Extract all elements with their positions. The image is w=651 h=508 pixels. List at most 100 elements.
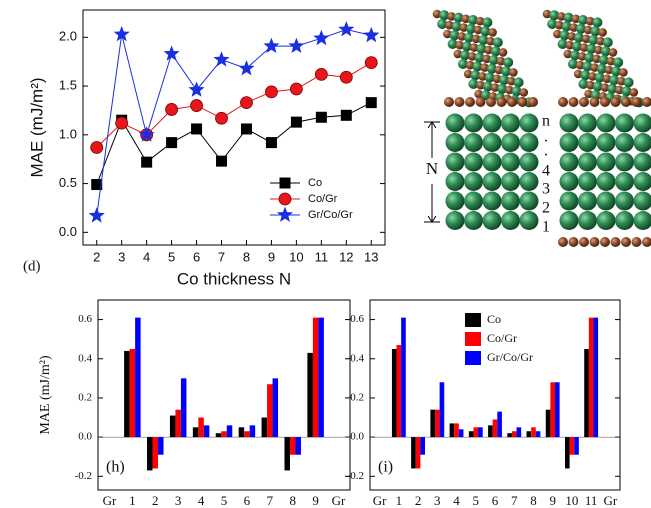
x-tick-label: 8 [289,493,296,508]
bar [262,418,267,438]
x-tick-label: 3 [118,249,125,264]
atom [446,192,465,211]
marker-circle [340,71,352,83]
atom [615,153,634,172]
legend-label: Gr/Co/Gr [487,350,533,364]
atom [455,97,465,107]
marker-circle [365,57,377,69]
atom [560,133,579,152]
x-tick-label: Gr [332,493,346,508]
marker-star [89,207,105,222]
y-tick-label: 0.2 [350,391,364,403]
x-tick-label: 3 [434,493,441,508]
atom [597,153,616,172]
legend-label: Co/Gr [487,331,517,345]
legend-label: Co/Gr [308,193,338,205]
y-tick-label: 0.5 [59,175,77,190]
atom [444,97,454,107]
marker-circle [166,103,178,115]
marker-square [216,156,227,167]
marker-star [313,30,329,45]
marker-square [191,123,202,134]
bar [284,437,289,470]
series-line [97,63,372,148]
bar [227,425,232,437]
bar [153,437,158,468]
x-tick-label: 11 [315,249,329,264]
bar [193,427,198,437]
bar [204,425,209,437]
atom [642,97,651,107]
bar [181,378,186,437]
x-tick-label: 3 [175,493,182,508]
atom [598,28,607,37]
x-tick-label: 10 [289,249,303,264]
legend-label: Co [308,177,322,189]
x-tick-label: 11 [585,493,598,508]
y-tick-label: 0.6 [78,313,92,325]
y-axis-label: MAE (mJ/m²) [27,77,46,177]
atom [518,97,528,107]
y-tick-label: 1.0 [59,126,77,141]
bar [469,431,474,437]
atom [558,97,568,107]
atom [560,153,579,172]
atom [520,133,539,152]
atom [483,172,502,191]
bar [267,384,272,437]
atom [578,153,597,172]
marker-square [366,97,377,108]
atom [501,133,520,152]
marker-star [238,60,254,75]
atom [597,211,616,230]
atom [464,153,483,172]
atom [634,211,651,230]
series-line [97,103,372,185]
atom [483,211,502,230]
bar [307,353,312,437]
x-tick-label: 2 [152,493,159,508]
atom [486,97,496,107]
plot-frame [370,300,620,490]
layer-label: n [542,113,550,130]
atom [624,77,634,87]
atom [560,211,579,230]
atom [611,237,621,247]
atom [446,114,465,133]
atom [621,237,631,247]
layer-label: 1 [542,219,550,236]
atom [501,153,520,172]
atom [609,48,618,57]
atom [603,37,613,47]
y-tick-label: 1.5 [59,77,77,92]
atom [476,97,486,107]
panel-label: (h) [106,459,125,476]
bar [512,431,517,437]
y-tick-label: 0.6 [350,313,364,325]
atom [619,68,628,77]
bar [473,427,478,437]
bar [147,437,152,470]
bar [555,382,560,437]
thickness-label: N [426,159,438,178]
marker-square [291,117,302,128]
atom [634,153,651,172]
atom [507,97,517,107]
y-tick-label: 0.4 [78,352,92,364]
x-tick-label: 4 [198,493,205,508]
bar [221,431,226,437]
bar [401,318,406,437]
bar [459,429,464,437]
y-tick-label: 0.0 [350,431,364,443]
atom [597,172,616,191]
bar [124,351,129,437]
bar [536,431,541,437]
atom [520,211,539,230]
atom [482,17,492,27]
atom [501,172,520,191]
bar [546,410,551,437]
y-tick-label: -0.2 [75,470,92,482]
atom [569,97,579,107]
y-tick-label: 0.2 [78,391,92,403]
atom [501,192,520,211]
